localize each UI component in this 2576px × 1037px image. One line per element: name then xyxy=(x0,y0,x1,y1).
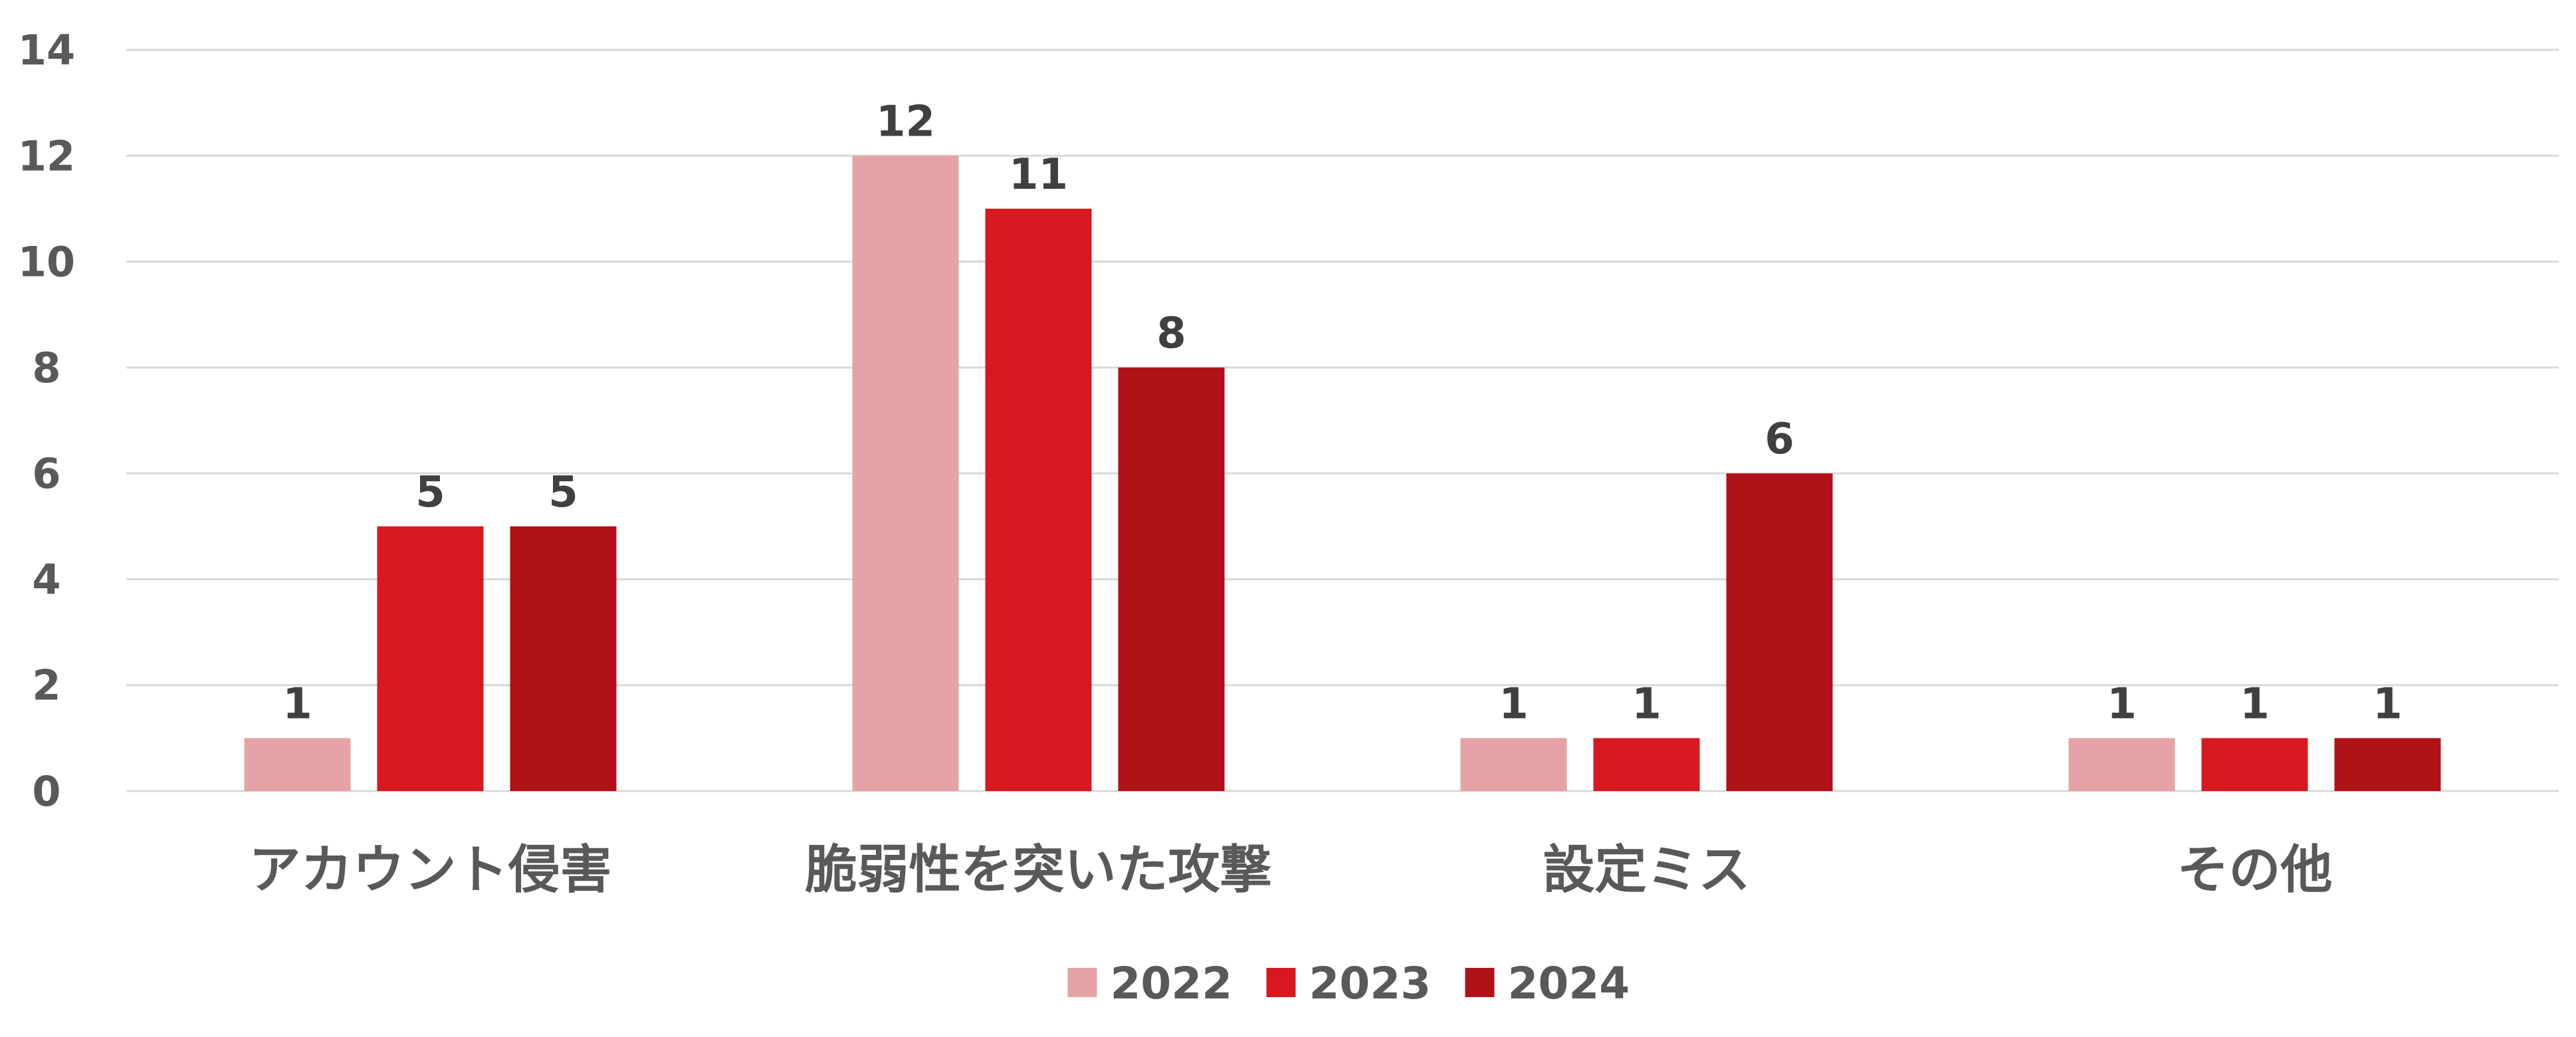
legend-swatch-2022 xyxy=(1067,968,1097,997)
bar-2022-1 xyxy=(244,738,351,791)
bar-2023-4 xyxy=(2201,738,2308,791)
bar-2022-2 xyxy=(852,156,959,792)
bar-2024-3 xyxy=(1726,473,1833,791)
y-tick-label-14: 14 xyxy=(18,26,75,74)
y-tick-label-10: 10 xyxy=(18,238,75,287)
data-label-2023-3: 1 xyxy=(1632,679,1662,729)
bar-2024-4 xyxy=(2334,738,2441,791)
data-label-2023-2: 11 xyxy=(1009,150,1068,199)
data-label-2022-3: 1 xyxy=(1499,679,1529,729)
data-label-2022-1: 1 xyxy=(282,679,312,729)
legend-swatch-2024 xyxy=(1465,968,1495,997)
y-tick-label-0: 0 xyxy=(32,767,60,816)
bar-2023-3 xyxy=(1593,738,1700,791)
data-label-2024-3: 6 xyxy=(1765,415,1794,464)
category-labels: アカウント侵害 脆弱性を突いた攻撃 設定ミス その他 xyxy=(249,840,2332,900)
y-tick-label-12: 12 xyxy=(18,132,75,180)
category-label-2: 脆弱性を突いた攻撃 xyxy=(805,840,1271,900)
category-label-4: その他 xyxy=(2177,840,2332,900)
bar-2024-1 xyxy=(510,526,617,791)
bar-2022-3 xyxy=(1460,738,1567,791)
bar-2023-2 xyxy=(985,208,1092,791)
bar-2024-2 xyxy=(1118,367,1225,791)
bars xyxy=(244,156,2441,792)
data-label-2022-2: 12 xyxy=(876,97,935,146)
legend: 2022 2023 2024 xyxy=(1067,958,1630,1009)
legend-label-2022: 2022 xyxy=(1111,958,1233,1009)
data-label-2024-1: 5 xyxy=(548,468,578,517)
data-label-2023-4: 1 xyxy=(2240,679,2270,729)
legend-swatch-2023 xyxy=(1266,968,1296,997)
category-label-1: アカウント侵害 xyxy=(249,840,611,900)
y-tick-label-2: 2 xyxy=(32,661,60,710)
legend-label-2023: 2023 xyxy=(1309,958,1432,1009)
legend-label-2024: 2024 xyxy=(1508,958,1630,1009)
y-tick-label-4: 4 xyxy=(32,555,60,604)
y-axis-tick-labels: 0 2 4 6 8 10 12 14 xyxy=(18,26,75,816)
category-label-3: 設定ミス xyxy=(1543,840,1750,900)
data-label-2022-4: 1 xyxy=(2107,679,2137,729)
data-label-2024-4: 1 xyxy=(2373,679,2403,729)
bar-2022-4 xyxy=(2068,738,2175,791)
bar-2023-1 xyxy=(377,526,484,791)
y-tick-label-6: 6 xyxy=(32,449,60,498)
data-label-2024-2: 8 xyxy=(1156,309,1186,358)
y-tick-label-8: 8 xyxy=(32,344,60,392)
data-label-2023-1: 5 xyxy=(415,468,445,517)
gridlines xyxy=(126,49,2559,792)
